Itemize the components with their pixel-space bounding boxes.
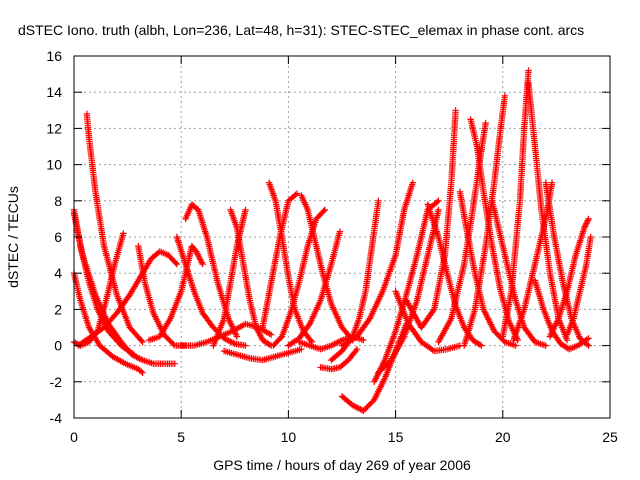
x-tick-label: 20 bbox=[495, 429, 511, 445]
y-tick-label: -4 bbox=[50, 410, 63, 426]
data-series bbox=[70, 67, 594, 414]
series-markers bbox=[546, 215, 592, 340]
y-tick-label: 2 bbox=[54, 301, 62, 317]
series-markers bbox=[403, 107, 459, 331]
series-26 bbox=[392, 288, 464, 355]
y-tick-label: 12 bbox=[46, 120, 62, 136]
series-markers bbox=[328, 197, 382, 364]
y-tick-label: 6 bbox=[54, 229, 62, 245]
series-markers bbox=[338, 179, 416, 349]
x-tick-label: 0 bbox=[70, 429, 78, 445]
y-tick-label: -2 bbox=[50, 374, 63, 390]
series-37 bbox=[531, 277, 592, 353]
y-tick-label: 4 bbox=[54, 265, 62, 281]
series-markers bbox=[259, 190, 301, 331]
axis-ticks: 0 5 10 15 20 25 -4 -2 0 2 4 6 8 10 12 14 16 bbox=[46, 48, 618, 445]
x-axis-title: GPS time / hours of day 269 of year 2006 bbox=[213, 457, 471, 473]
x-tick-label: 25 bbox=[602, 429, 618, 445]
series-40 bbox=[563, 233, 594, 338]
y-tick-label: 0 bbox=[54, 338, 62, 354]
series-16 bbox=[270, 206, 328, 349]
series-15 bbox=[259, 190, 301, 331]
y-axis-title: dSTEC / TECUs bbox=[5, 186, 21, 288]
series-27 bbox=[403, 107, 459, 331]
x-tick-label: 10 bbox=[281, 429, 297, 445]
series-markers bbox=[392, 288, 464, 355]
series-39 bbox=[546, 215, 592, 340]
y-tick-label: 8 bbox=[54, 193, 62, 209]
series-markers bbox=[285, 228, 344, 349]
chart-title: dSTEC Iono. truth (albh, Lon=236, Lat=48… bbox=[18, 22, 584, 38]
series-markers bbox=[220, 346, 305, 364]
series-21 bbox=[328, 197, 382, 364]
series-18 bbox=[285, 228, 344, 349]
series-markers bbox=[317, 346, 361, 373]
series-13 bbox=[220, 346, 305, 364]
series-12 bbox=[210, 206, 249, 349]
series-markers bbox=[531, 277, 592, 353]
series-6 bbox=[135, 242, 189, 349]
series-20 bbox=[317, 346, 361, 373]
y-tick-label: 10 bbox=[46, 157, 62, 173]
series-23 bbox=[338, 179, 416, 349]
y-tick-label: 14 bbox=[46, 84, 62, 100]
series-markers bbox=[135, 242, 189, 349]
series-markers bbox=[270, 206, 328, 349]
series-markers bbox=[499, 67, 532, 340]
series-markers bbox=[83, 110, 146, 346]
series-markers bbox=[563, 233, 594, 338]
x-tick-label: 5 bbox=[177, 429, 185, 445]
series-34 bbox=[499, 67, 532, 340]
series-4 bbox=[83, 110, 146, 346]
series-markers bbox=[210, 206, 249, 349]
y-tick-label: 16 bbox=[46, 48, 62, 64]
x-tick-label: 15 bbox=[388, 429, 404, 445]
